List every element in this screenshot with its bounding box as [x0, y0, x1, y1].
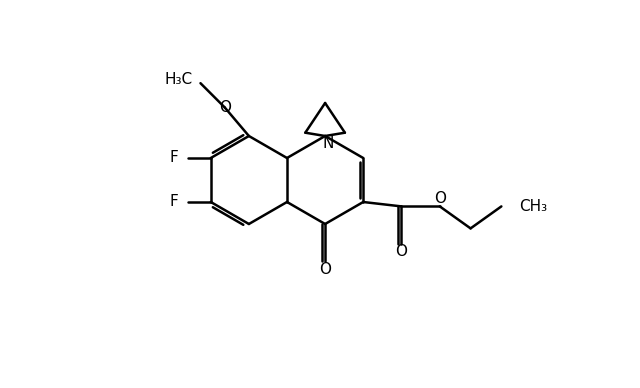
Text: O: O — [319, 262, 331, 277]
Text: CH₃: CH₃ — [520, 199, 547, 214]
Text: O: O — [396, 244, 408, 259]
Text: H₃C: H₃C — [164, 72, 193, 87]
Text: O: O — [434, 191, 446, 206]
Text: F: F — [169, 151, 178, 166]
Text: N: N — [323, 137, 334, 151]
Text: F: F — [169, 194, 178, 210]
Text: O: O — [219, 100, 230, 115]
